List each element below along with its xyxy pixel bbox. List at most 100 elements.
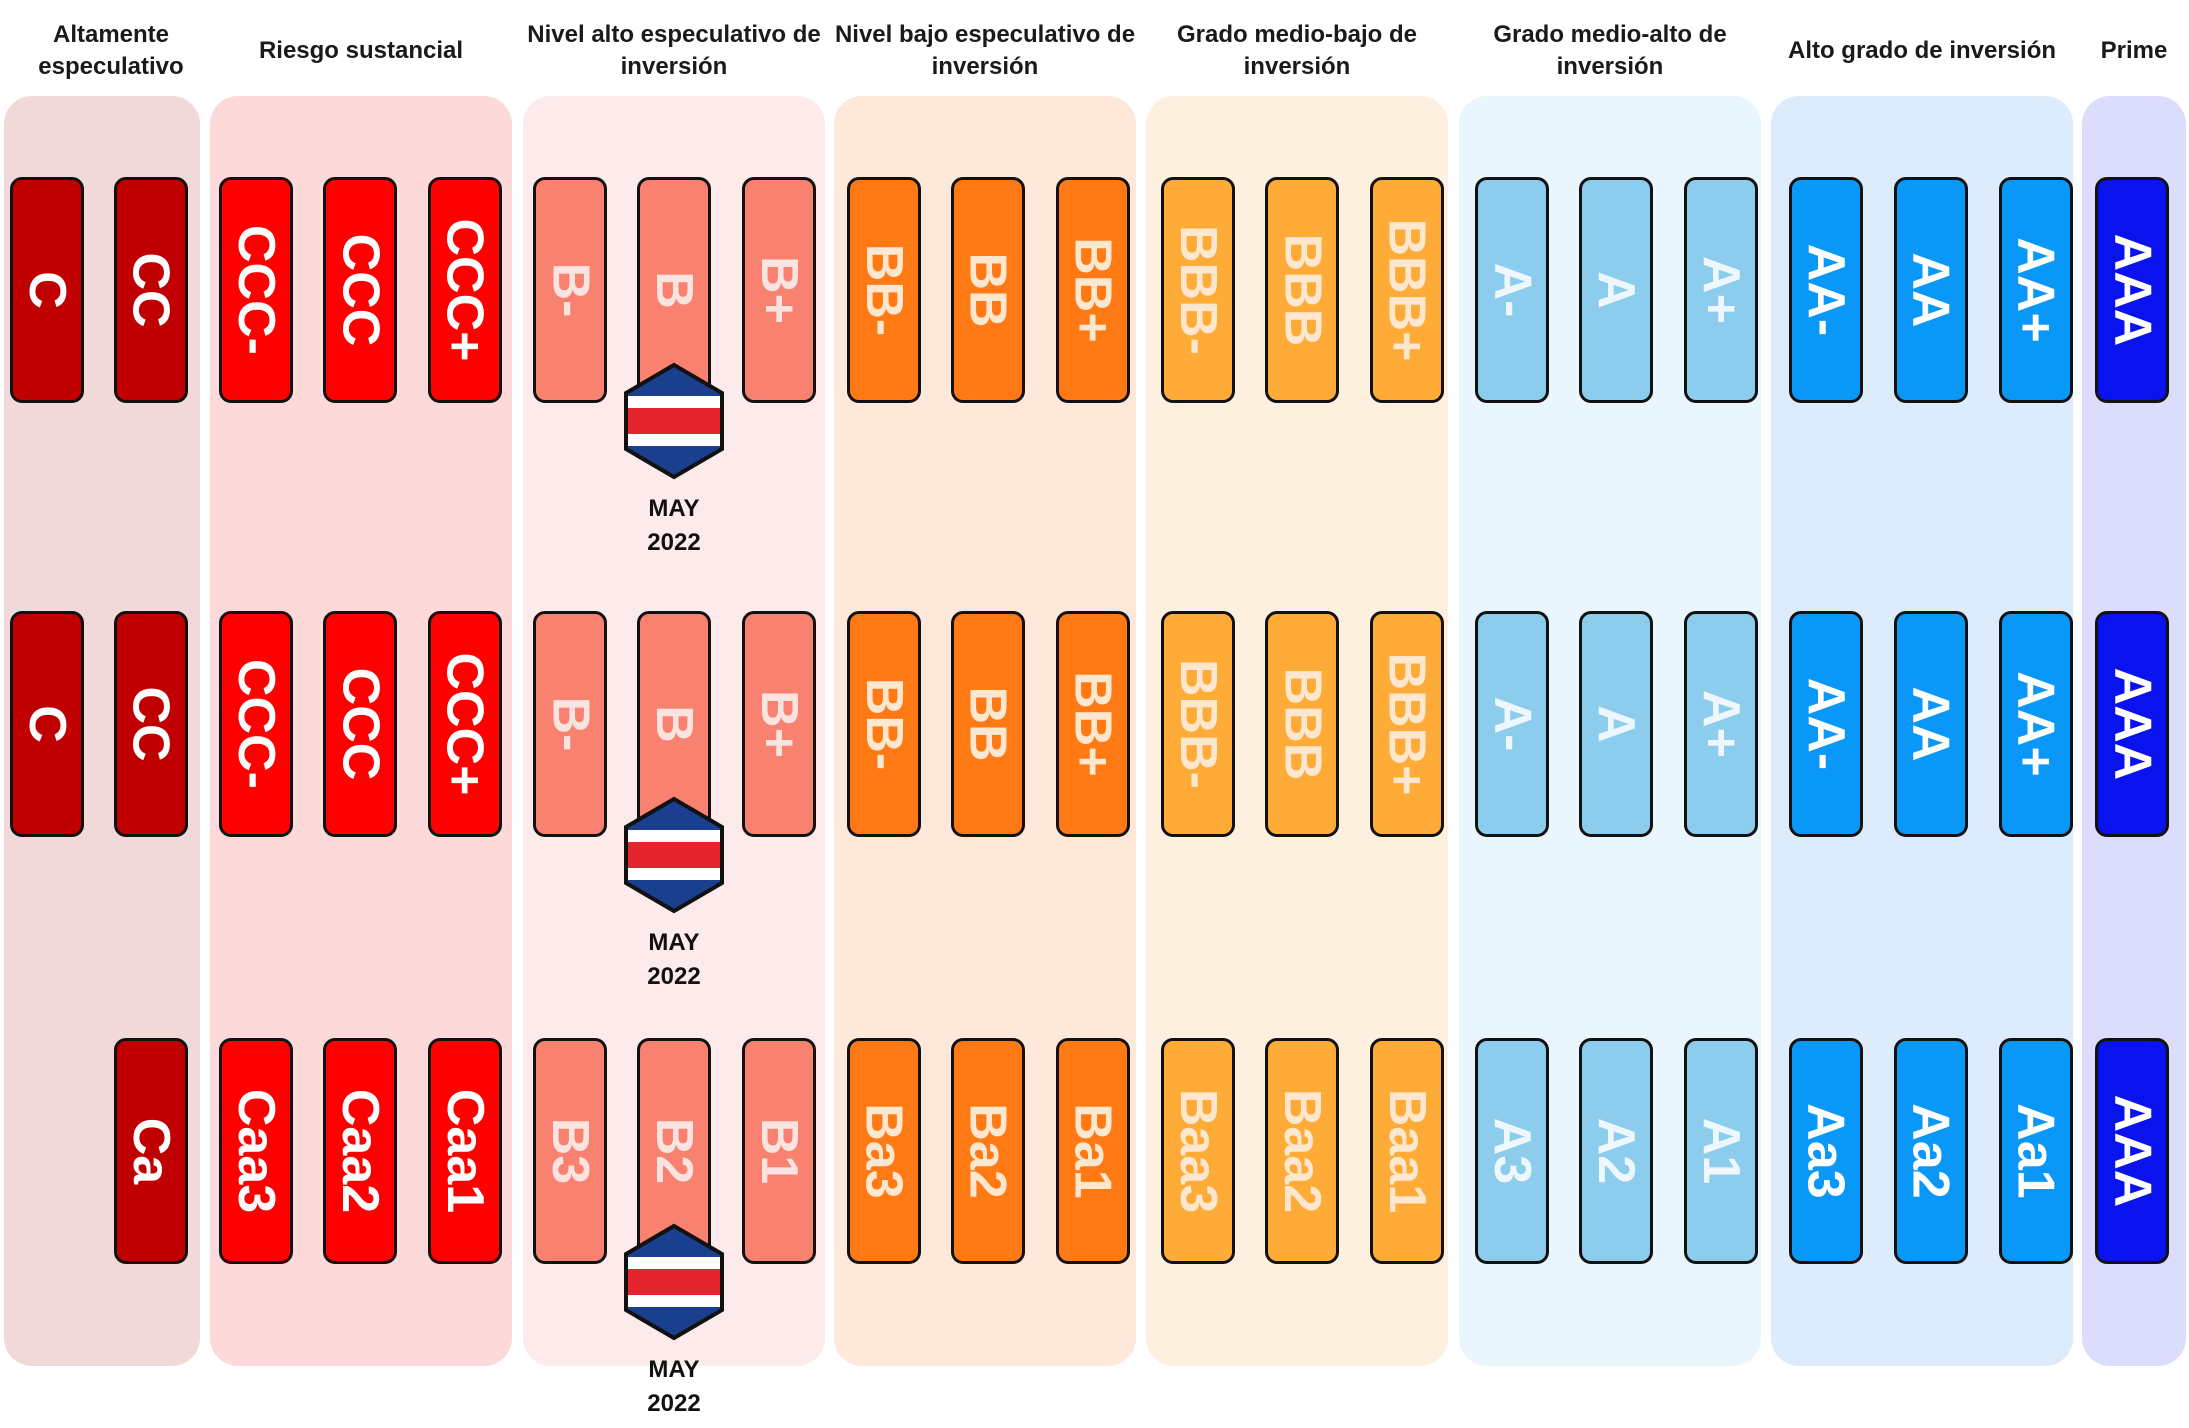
rating-tile: BBB	[1265, 177, 1339, 403]
rating-tile: CCC	[323, 611, 397, 837]
rating-tile: AA+	[1999, 611, 2073, 837]
rating-label: CCC-	[227, 659, 286, 789]
rating-tile: Ba3	[847, 1038, 921, 1264]
rating-tile: AA-	[1789, 611, 1863, 837]
rating-label: Baa3	[1169, 1088, 1227, 1214]
rating-label: BB	[959, 252, 1018, 328]
rating-label: Baa2	[1273, 1088, 1331, 1214]
rating-label: BBB-	[1169, 659, 1228, 789]
rating-tile: A+	[1684, 611, 1758, 837]
rating-tile: Caa3	[219, 1038, 293, 1264]
rating-label: B-	[541, 696, 599, 752]
marker-date-label: MAY 2022	[647, 1356, 701, 1417]
rating-tile: Baa1	[1370, 1038, 1444, 1264]
rating-label: Ba3	[855, 1103, 913, 1199]
rating-label: BBB+	[1378, 218, 1436, 362]
rating-label: BBB	[1273, 667, 1332, 781]
rating-label: B	[645, 705, 703, 743]
marker-date-label: MAY 2022	[647, 495, 701, 556]
category-title: Alto grado de inversión	[1787, 37, 2057, 64]
rating-label: A2	[1586, 1117, 1645, 1185]
rating-tile: A	[1579, 611, 1653, 837]
rating-tile: Aa1	[1999, 1038, 2073, 1264]
rating-label: Ca	[121, 1117, 180, 1185]
rating-tile: BB-	[847, 177, 921, 403]
rating-tile: CCC+	[428, 611, 502, 837]
rating-tile: C	[10, 611, 84, 837]
rating-label: BBB+	[1378, 652, 1436, 796]
rating-tile: Caa2	[323, 1038, 397, 1264]
rating-tile: BB+	[1056, 611, 1130, 837]
rating-tile: B+	[742, 177, 816, 403]
rating-label: A+	[1691, 690, 1750, 758]
rating-tile: A2	[1579, 1038, 1653, 1264]
rating-label: AA	[1902, 252, 1961, 328]
rating-tile: CC	[114, 177, 188, 403]
rating-label: BB+	[1064, 237, 1123, 343]
rating-label: BB-	[855, 677, 914, 771]
rating-tile: BBB-	[1161, 611, 1235, 837]
rating-label: Aa1	[2007, 1103, 2065, 1199]
rating-tile: BB-	[847, 611, 921, 837]
rating-tile: BBB+	[1370, 177, 1444, 403]
costa-rica-flag-icon	[624, 796, 724, 914]
rating-tile: CCC-	[219, 177, 293, 403]
rating-label: AA-	[1797, 243, 1856, 337]
rating-label: BBB	[1273, 233, 1332, 347]
rating-tile: AA	[1894, 177, 1968, 403]
rating-label: Baa1	[1378, 1088, 1436, 1214]
rating-label: CCC-	[227, 225, 286, 355]
rating-tile: Ca	[114, 1038, 188, 1264]
rating-tile: AAA	[2095, 177, 2169, 403]
rating-tile: BBB-	[1161, 177, 1235, 403]
rating-label: AA-	[1797, 677, 1856, 771]
rating-label: A-	[1483, 696, 1541, 752]
rating-label: CCC+	[436, 218, 494, 362]
rating-tile: Baa2	[1265, 1038, 1339, 1264]
rating-label: BB-	[855, 243, 914, 337]
rating-tile: B+	[742, 611, 816, 837]
costa-rica-flag-icon	[624, 1223, 724, 1341]
rating-label: B3	[540, 1117, 599, 1185]
rating-label: AAA	[2103, 233, 2162, 347]
rating-label: A	[1587, 705, 1645, 743]
rating-tile: C	[10, 177, 84, 403]
rating-label: B2	[644, 1117, 703, 1185]
rating-tile: B3	[533, 1038, 607, 1264]
rating-label: AAA	[2103, 1094, 2162, 1208]
rating-tile: CCC	[323, 177, 397, 403]
category-title: Grado medio-alto de inversión	[1493, 21, 1727, 80]
rating-tile: CCC+	[428, 177, 502, 403]
rating-label: Caa1	[436, 1088, 494, 1214]
rating-label: CC	[122, 252, 181, 328]
rating-tile: B1	[742, 1038, 816, 1264]
rating-label: AA+	[2007, 237, 2066, 343]
rating-tile: BBB	[1265, 611, 1339, 837]
category-title: Prime	[2100, 37, 2168, 64]
rating-tile: CC	[114, 611, 188, 837]
rating-label: CCC+	[436, 652, 494, 796]
costa-rica-flag-icon	[624, 362, 724, 480]
rating-tile: A-	[1475, 611, 1549, 837]
category-title: Nivel bajo especulativo de inversión	[834, 21, 1136, 80]
rating-label: AA+	[2007, 671, 2066, 777]
rating-tile: BBB+	[1370, 611, 1444, 837]
rating-tile: Ba1	[1056, 1038, 1130, 1264]
rating-label: Aa3	[1797, 1103, 1855, 1199]
rating-tile: B2	[637, 1038, 711, 1264]
rating-tile: A-	[1475, 177, 1549, 403]
rating-tile: Caa1	[428, 1038, 502, 1264]
rating-tile: B	[637, 611, 711, 837]
rating-label: CCC	[331, 667, 390, 781]
rating-label: AAA	[2103, 667, 2162, 781]
rating-label: Caa3	[227, 1088, 285, 1214]
rating-tile: AAA	[2095, 1038, 2169, 1264]
rating-tile: B-	[533, 177, 607, 403]
rating-tile: A1	[1684, 1038, 1758, 1264]
category-title: Nivel alto especulativo de inversión	[527, 21, 821, 80]
rating-tile: A+	[1684, 177, 1758, 403]
rating-label: BB+	[1064, 671, 1123, 777]
rating-label: C	[18, 705, 76, 743]
marker-date-label: MAY 2022	[647, 929, 701, 990]
rating-tile: AA+	[1999, 177, 2073, 403]
